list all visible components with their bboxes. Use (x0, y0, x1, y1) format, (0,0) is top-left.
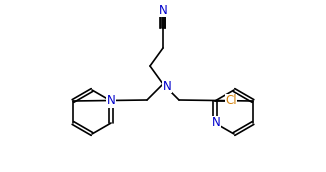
Text: N: N (212, 116, 220, 130)
Text: N: N (163, 79, 171, 93)
Text: N: N (159, 3, 167, 17)
Text: Cl: Cl (225, 94, 237, 108)
Text: N: N (107, 94, 115, 108)
